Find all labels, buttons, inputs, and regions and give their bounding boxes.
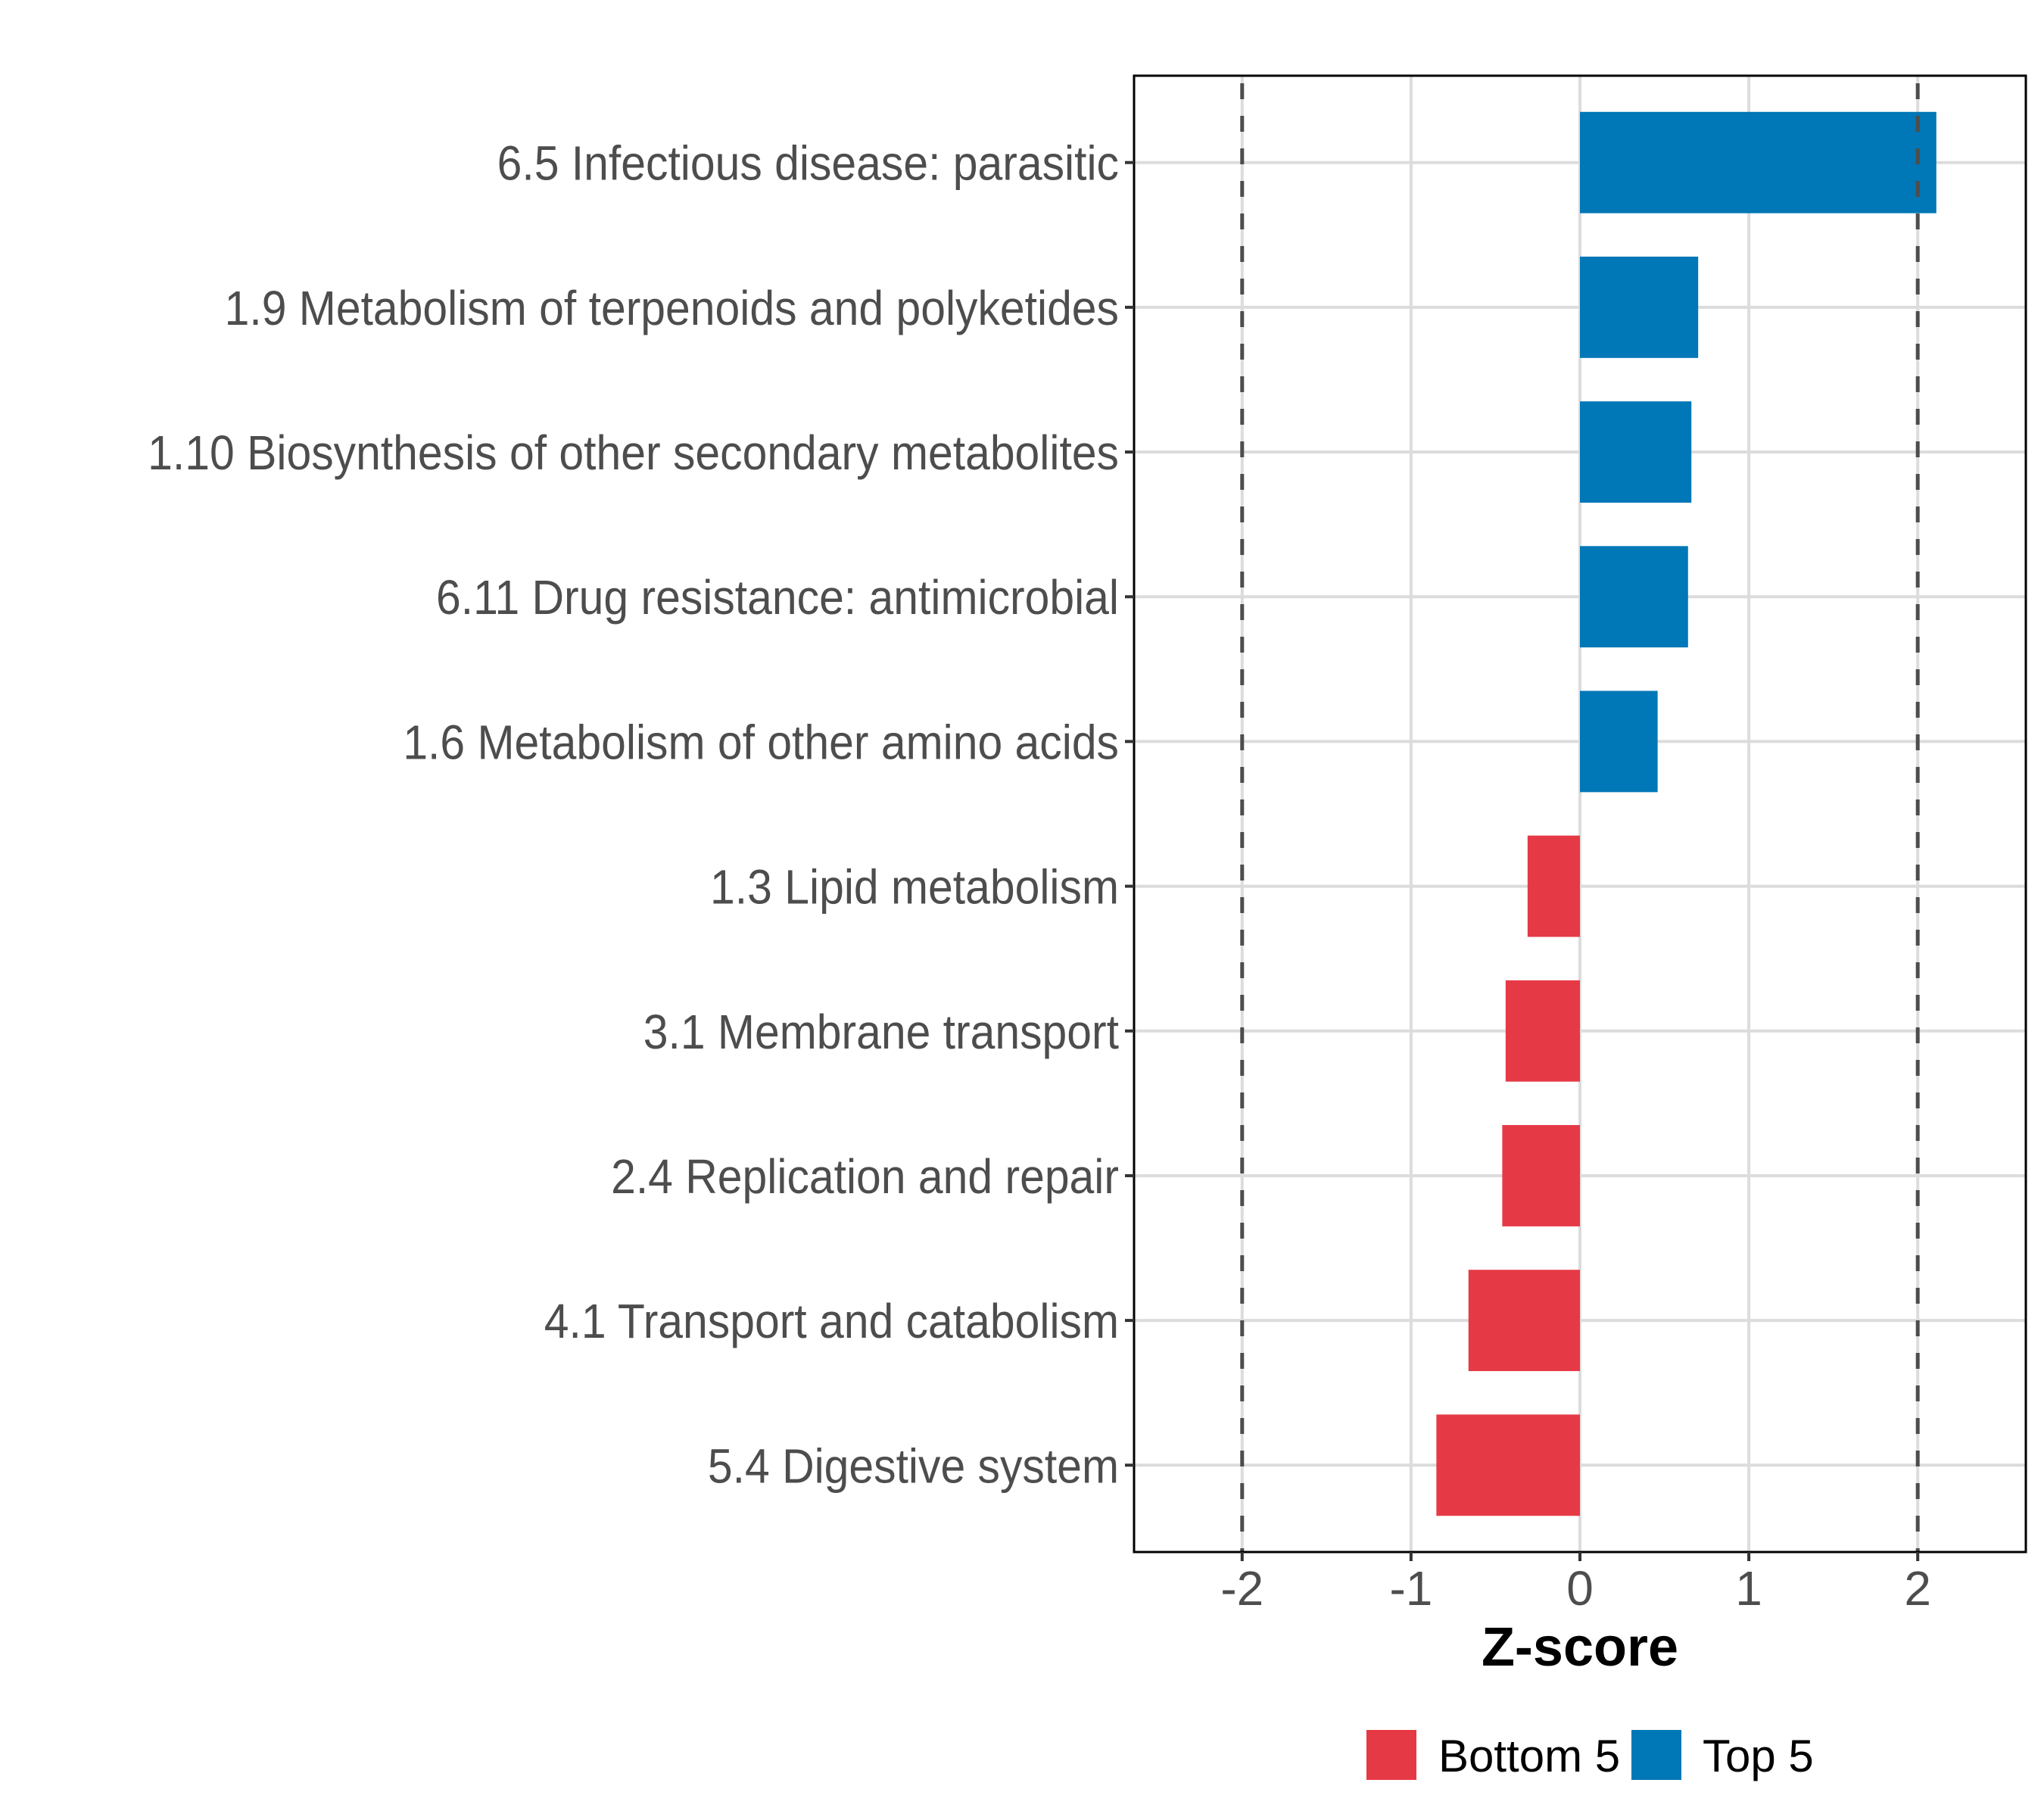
x-tick-label: 1 — [1735, 1561, 1762, 1616]
reference-lines — [1240, 76, 1920, 1552]
bar-bottom — [1468, 1270, 1580, 1372]
x-tick-label: 2 — [1904, 1561, 1931, 1616]
legend-label: Top 5 — [1703, 1731, 1814, 1781]
bar-bottom — [1502, 1125, 1580, 1226]
legend-key-top5 — [1631, 1730, 1681, 1780]
bar-bottom — [1527, 835, 1580, 937]
legend: Bottom 5 Top 5 — [1366, 1730, 1814, 1781]
bar-top — [1580, 690, 1658, 793]
bar-top — [1580, 401, 1692, 503]
legend-label: Bottom 5 — [1438, 1731, 1620, 1781]
y-tick-label: 1.6 Metabolism of other amino acids — [403, 715, 1119, 770]
y-tick-label: 6.5 Infectious disease: parasitic — [497, 136, 1119, 191]
y-tick-label: 1.9 Metabolism of terpenoids and polyket… — [225, 282, 1119, 336]
x-tick-label: -1 — [1389, 1561, 1432, 1616]
x-axis-title: Z-score — [1482, 1617, 1678, 1678]
x-tick-label: 0 — [1566, 1561, 1594, 1616]
legend-key-bottom5 — [1366, 1730, 1416, 1780]
y-tick-label: 2.4 Replication and repair — [611, 1150, 1119, 1205]
y-tick-label: 1.3 Lipid metabolism — [710, 860, 1119, 915]
y-tick-label: 1.10 Biosynthesis of other secondary met… — [148, 426, 1119, 481]
bar-bottom — [1505, 980, 1580, 1082]
y-axis: 6.5 Infectious disease: parasitic 1.9 Met… — [148, 136, 1134, 1494]
bars-layer — [1436, 111, 1937, 1516]
bar-top — [1580, 256, 1699, 358]
bar-top — [1580, 546, 1688, 648]
bar-bottom — [1436, 1414, 1580, 1516]
x-axis: -2 -1 0 1 2 — [1220, 1552, 1931, 1616]
y-tick-label: 5.4 Digestive system — [708, 1439, 1119, 1494]
x-tick-label: -2 — [1220, 1561, 1263, 1616]
bar-top — [1580, 111, 1937, 213]
y-tick-label: 4.1 Transport and catabolism — [544, 1295, 1119, 1349]
y-tick-label: 6.11 Drug resistance: antimicrobial — [436, 571, 1119, 625]
y-tick-label: 3.1 Membrane transport — [643, 1005, 1119, 1060]
